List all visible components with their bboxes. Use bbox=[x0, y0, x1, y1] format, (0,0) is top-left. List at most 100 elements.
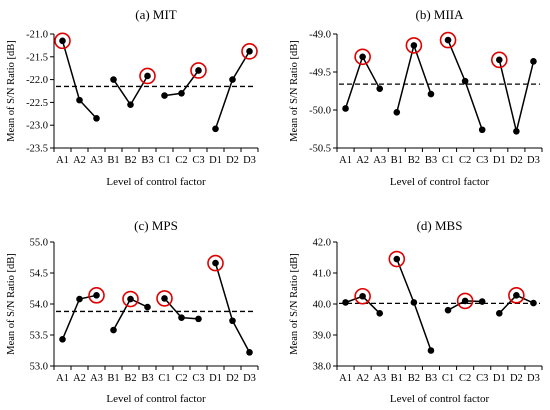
data-point bbox=[59, 37, 66, 45]
data-point bbox=[144, 72, 151, 80]
data-point bbox=[93, 115, 100, 122]
y-tick-label: 53.5 bbox=[30, 331, 48, 342]
x-tick-label: C1 bbox=[158, 373, 170, 384]
data-point bbox=[178, 89, 185, 97]
optimal-level-marker bbox=[508, 287, 525, 304]
x-tick-label: D1 bbox=[493, 373, 506, 384]
data-point bbox=[393, 255, 401, 263]
series-line bbox=[447, 39, 483, 131]
y-axis-label: Mean of S/N Ratio [dB] bbox=[6, 253, 17, 355]
data-point bbox=[410, 299, 418, 306]
data-point bbox=[161, 295, 168, 302]
optimal-level-marker bbox=[354, 48, 371, 66]
x-tick-label: D1 bbox=[209, 155, 222, 166]
data-point bbox=[127, 101, 134, 108]
x-tick-label: C3 bbox=[476, 373, 488, 384]
data-point bbox=[513, 292, 520, 299]
data-point bbox=[212, 125, 219, 133]
x-tick-label: C1 bbox=[442, 373, 454, 384]
x-tick-label: B2 bbox=[408, 155, 420, 166]
x-tick-label: A2 bbox=[73, 155, 86, 166]
chart-title: (c) MPS bbox=[134, 218, 178, 233]
y-tick-label: -23.5 bbox=[26, 144, 48, 155]
y-tick-label: -23.0 bbox=[26, 121, 48, 132]
x-tick-label: A3 bbox=[373, 373, 386, 384]
series-line bbox=[214, 262, 251, 353]
series-line bbox=[396, 42, 432, 113]
x-tick-label: D2 bbox=[510, 373, 523, 384]
x-tick-label: C1 bbox=[158, 155, 170, 166]
x-tick-label: C1 bbox=[442, 155, 454, 166]
y-axis-label: Mean of S/N Ratio [dB] bbox=[6, 40, 17, 142]
data-point bbox=[110, 76, 117, 83]
x-tick-label: D2 bbox=[226, 373, 239, 384]
data-point bbox=[359, 292, 366, 300]
optimal-level-marker bbox=[490, 51, 508, 69]
chart-title: (d) MBS bbox=[417, 218, 463, 233]
x-axis-label: Level of control factor bbox=[106, 176, 206, 188]
optimal-level-marker bbox=[88, 287, 105, 304]
optimal-level-marker bbox=[439, 31, 457, 49]
chart-panel-0: (a) MIT -21.0 -21.5 -22.0 -22.5 -23.0 -23.5 A1 A… bbox=[6, 7, 259, 188]
chart-title: (a) MIT bbox=[135, 7, 177, 22]
data-point bbox=[59, 336, 66, 343]
optimal-level-marker bbox=[207, 254, 224, 272]
y-tick-label: 38.0 bbox=[313, 362, 331, 373]
x-tick-label: A1 bbox=[56, 155, 69, 166]
x-tick-label: A3 bbox=[90, 373, 103, 384]
x-axis-label: Level of control factor bbox=[390, 393, 490, 405]
data-point bbox=[178, 314, 185, 321]
optimal-level-marker bbox=[54, 32, 71, 50]
y-tick-label: -49.5 bbox=[309, 68, 331, 79]
x-tick-label: D3 bbox=[527, 373, 540, 384]
optimal-level-marker bbox=[354, 287, 371, 305]
chart-panel-3: (d) MBS 38.0 39.0 40.0 41.0 42.0 A1 A2 A3 B1 B2 B3 C… bbox=[289, 218, 543, 405]
data-point bbox=[93, 292, 100, 299]
data-point bbox=[495, 310, 503, 317]
optimal-level-marker bbox=[456, 292, 474, 310]
x-tick-label: B3 bbox=[141, 155, 153, 166]
series-line bbox=[112, 298, 148, 331]
x-tick-label: B1 bbox=[107, 373, 119, 384]
data-point bbox=[246, 349, 253, 356]
data-point bbox=[393, 108, 401, 116]
data-point bbox=[144, 303, 151, 311]
x-tick-label: B1 bbox=[391, 155, 403, 166]
data-point bbox=[513, 127, 520, 135]
x-tick-label: D3 bbox=[243, 373, 256, 384]
y-tick-label: 54.0 bbox=[30, 300, 48, 311]
x-tick-label: A3 bbox=[90, 155, 103, 166]
optimal-level-marker bbox=[190, 62, 207, 79]
x-tick-label: D2 bbox=[226, 155, 239, 166]
y-tick-label: -22.5 bbox=[26, 98, 48, 109]
data-point bbox=[359, 53, 366, 61]
x-tick-label: A3 bbox=[373, 155, 386, 166]
data-point bbox=[376, 85, 384, 93]
y-tick-label: -50.5 bbox=[309, 144, 331, 155]
data-point bbox=[76, 96, 83, 104]
x-tick-label: D2 bbox=[510, 155, 523, 166]
data-point bbox=[212, 259, 219, 267]
x-tick-label: A1 bbox=[339, 373, 352, 384]
data-point bbox=[195, 315, 202, 323]
data-point bbox=[127, 295, 134, 303]
y-tick-label: -49.0 bbox=[309, 30, 331, 41]
x-axis-label: Level of control factor bbox=[390, 176, 490, 188]
x-tick-label: B3 bbox=[141, 373, 153, 384]
data-point bbox=[342, 299, 349, 306]
series-line bbox=[61, 40, 98, 119]
x-tick-label: B1 bbox=[391, 373, 403, 384]
optimal-level-marker bbox=[405, 37, 423, 54]
data-point bbox=[495, 56, 503, 64]
x-tick-label: A2 bbox=[356, 155, 369, 166]
data-point bbox=[410, 42, 418, 49]
x-tick-label: D3 bbox=[527, 155, 540, 166]
y-tick-label: -21.5 bbox=[26, 52, 48, 63]
x-tick-label: D3 bbox=[243, 155, 256, 166]
y-tick-label: 40.0 bbox=[313, 300, 331, 311]
x-tick-label: B3 bbox=[425, 373, 437, 384]
y-tick-label: 42.0 bbox=[313, 238, 331, 249]
x-tick-label: B2 bbox=[408, 373, 420, 384]
x-tick-label: D1 bbox=[493, 155, 506, 166]
optimal-level-marker bbox=[388, 250, 406, 268]
